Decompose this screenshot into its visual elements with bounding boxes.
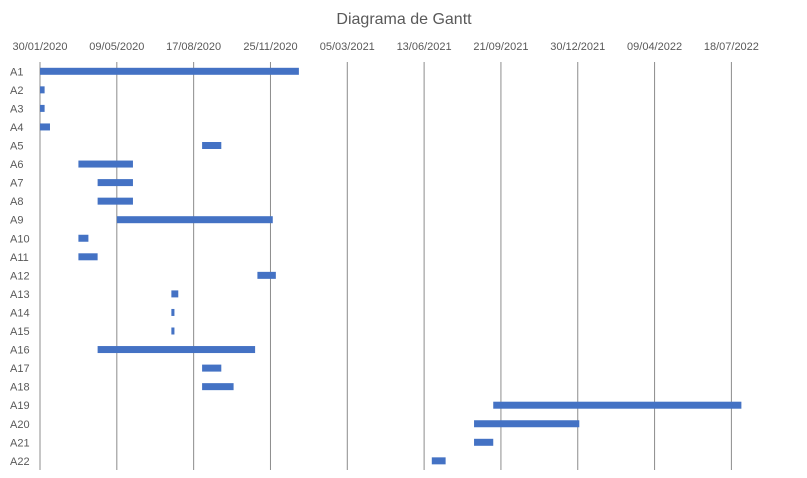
category-label: A2: [10, 85, 23, 97]
gantt-bar-a18: [202, 383, 234, 391]
category-label: A20: [10, 419, 30, 431]
gantt-bar-a1: [40, 67, 299, 75]
category-label: A5: [10, 141, 23, 153]
gantt-bar-a12: [257, 271, 276, 279]
gantt-bar-a4: [40, 123, 50, 131]
category-label: A6: [10, 159, 23, 171]
gantt-bar-a15: [171, 327, 175, 335]
x-tick-label: 18/07/2022: [704, 41, 759, 53]
gantt-bar-a9: [116, 216, 273, 224]
gantt-bar-a5: [202, 142, 222, 149]
category-label: A17: [10, 363, 30, 375]
x-tick-label: 21/09/2021: [473, 41, 528, 53]
x-tick-label: 09/04/2022: [627, 41, 682, 53]
gridlines: [39, 62, 732, 470]
gantt-bar-a10: [78, 234, 89, 242]
category-label: A18: [10, 382, 30, 394]
gantt-bar-a22: [431, 457, 446, 465]
gantt-bar-a6: [78, 160, 133, 168]
chart-title: Diagrama de Gantt: [336, 11, 472, 28]
category-label: A14: [10, 307, 30, 319]
category-label: A8: [10, 196, 23, 208]
y-axis-categories: A1 A2 A3 A4 A5 A6 A7 A8 A9 A10 A11 A12 A13 A14 A15 A16 A…: [10, 66, 30, 468]
category-label: A22: [10, 456, 30, 468]
gantt-bar-a17: [202, 364, 222, 372]
gantt-bar-a11: [78, 253, 98, 261]
gantt-bar-a7: [97, 179, 133, 187]
category-label: A10: [10, 233, 30, 245]
x-tick-label: 17/08/2020: [166, 41, 221, 53]
gantt-bar-a8: [97, 197, 133, 205]
x-tick-label: 13/06/2021: [397, 41, 452, 53]
gantt-bar-a19: [493, 401, 742, 409]
x-tick-label: 09/05/2020: [89, 41, 144, 53]
gantt-bars: [40, 67, 742, 465]
category-label: A3: [10, 103, 23, 115]
category-label: A12: [10, 270, 30, 282]
gantt-bar-a13: [171, 290, 179, 298]
category-label: A21: [10, 437, 30, 449]
x-tick-label: 25/11/2020: [243, 41, 297, 53]
x-tick-label: 30/12/2021: [550, 41, 605, 53]
category-label: A16: [10, 345, 30, 357]
category-label: A13: [10, 289, 30, 301]
gantt-bar-a14: [171, 308, 175, 316]
category-label: A1: [10, 66, 23, 78]
x-tick-label: 30/01/2020: [12, 41, 67, 53]
gantt-bar-a21: [474, 438, 494, 446]
gantt-bar-a20: [474, 420, 580, 428]
x-axis-ticks: 30/01/2020 09/05/2020 17/08/2020 25/11/2020…: [12, 41, 758, 53]
x-tick-label: 05/03/2021: [320, 41, 375, 53]
category-label: A19: [10, 400, 30, 412]
category-label: A4: [10, 122, 23, 134]
category-label: A7: [10, 178, 23, 190]
category-label: A15: [10, 326, 30, 338]
category-label: A11: [10, 252, 29, 264]
category-label: A9: [10, 215, 23, 227]
gantt-bar-a2: [40, 86, 45, 94]
gantt-bar-a3: [40, 104, 45, 112]
gantt-bar-a16: [97, 346, 256, 354]
